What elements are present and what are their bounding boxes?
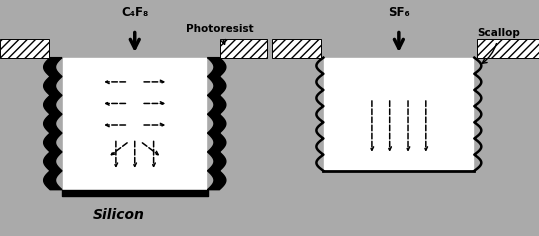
Polygon shape [44,58,62,190]
Text: SF₆: SF₆ [388,6,410,19]
Polygon shape [272,39,321,58]
Polygon shape [208,58,226,190]
Text: Silicon: Silicon [93,208,144,222]
Polygon shape [63,58,206,190]
Polygon shape [0,39,49,58]
Polygon shape [220,39,267,58]
Text: Photoresist: Photoresist [186,24,253,44]
Polygon shape [324,58,473,171]
Text: C₄F₈: C₄F₈ [121,6,148,19]
Text: Scallop: Scallop [477,28,520,63]
Polygon shape [477,39,539,58]
